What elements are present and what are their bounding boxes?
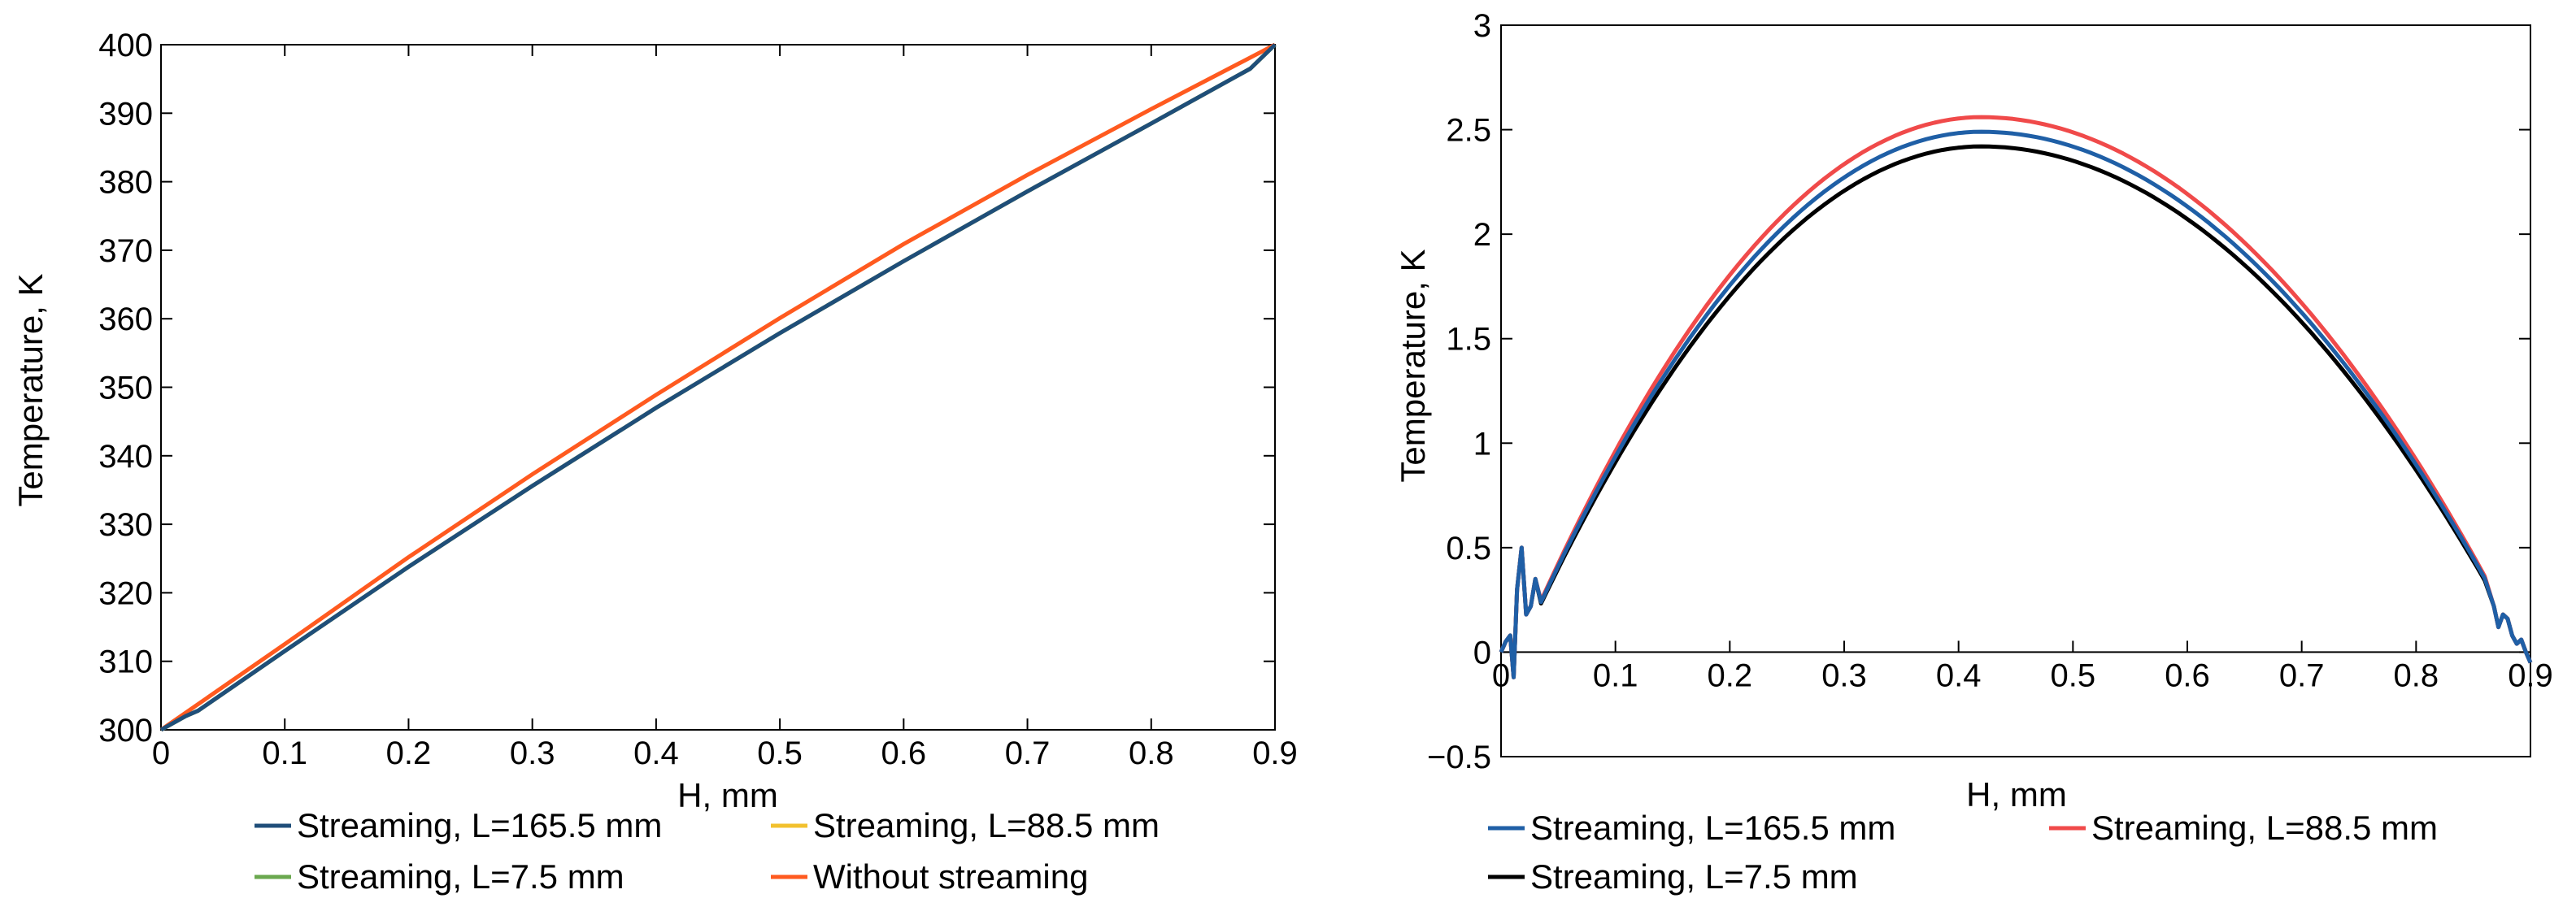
left-x-tick-label: 0.9 — [1252, 736, 1298, 771]
left-legend-label: Streaming, L=7.5 mm — [297, 857, 624, 896]
right-x-tick-label: 0.5 — [2051, 657, 2096, 693]
left-x-tick-label: 0 — [152, 736, 170, 771]
right-series-line-1 — [1499, 115, 2533, 679]
right-x-axis-label: H, mm — [1966, 775, 2067, 814]
right-plot-frame — [1500, 24, 2531, 757]
left-y-tick-label: 340 — [98, 439, 153, 475]
left-y-tick-label: 350 — [98, 371, 153, 406]
right-x-tick-label: 0.1 — [1593, 657, 1638, 693]
left-series — [159, 42, 1277, 732]
right-y-tick-label: 0 — [1473, 635, 1491, 670]
left-legend-label: Streaming, L=165.5 mm — [297, 806, 662, 844]
right-ticks: 0 0.1 0.2 0.3 0.4 0.5 0.6 0.7 0.8 0.9 −0.5 0 0.5 1 1.5… — [1427, 8, 2553, 775]
right-y-tick-label: 2 — [1473, 217, 1491, 253]
left-y-tick-label: 370 — [98, 233, 153, 269]
right-x-tick-label: 0.2 — [1708, 657, 1753, 693]
left-ticks: 0 0.1 0.2 0.3 0.4 0.5 0.6 0.7 0.8 0.9 300 310 320 330… — [98, 28, 1298, 771]
right-series — [1499, 115, 2533, 679]
left-legend-label: Without streaming — [813, 857, 1088, 896]
right-x-tick-label: 0.4 — [1936, 657, 1982, 693]
left-x-tick-label: 0.5 — [757, 736, 803, 771]
left-series-line-3 — [159, 42, 1277, 732]
left-legend: Streaming, L=165.5 mm Streaming, L=88.5 m… — [255, 806, 1160, 896]
right-series-line-2 — [1499, 144, 2533, 679]
left-x-tick-label: 0.8 — [1129, 736, 1174, 771]
left-chart: 0 0.1 0.2 0.3 0.4 0.5 0.6 0.7 0.8 0.9 300 310 320 330… — [11, 28, 1298, 896]
right-series-line-0 — [1499, 129, 2533, 679]
right-legend-label: Streaming, L=88.5 mm — [2091, 809, 2438, 847]
right-x-tick-label: 0.7 — [2279, 657, 2325, 693]
left-y-tick-label: 330 — [98, 507, 153, 543]
right-y-tick-label: 1.5 — [1446, 322, 1491, 358]
left-y-tick-label: 380 — [98, 165, 153, 201]
right-y-tick-label: 3 — [1473, 8, 1491, 44]
right-x-tick-label: 0.9 — [2508, 657, 2553, 693]
right-y-axis-label: Temperature, K — [1394, 249, 1432, 482]
left-x-tick-label: 0.2 — [386, 736, 432, 771]
right-legend-label: Streaming, L=7.5 mm — [1530, 857, 1858, 896]
right-y-tick-label: 2.5 — [1446, 113, 1491, 149]
left-x-tick-label: 0.4 — [633, 736, 679, 771]
right-legend: Streaming, L=165.5 mm Streaming, L=88.5 m… — [1488, 809, 2438, 896]
left-legend-label: Streaming, L=88.5 mm — [813, 806, 1160, 844]
right-x-tick-label: 0.6 — [2165, 657, 2210, 693]
left-y-axis-label: Temperature, K — [11, 273, 50, 506]
left-y-tick-label: 400 — [98, 28, 153, 63]
right-chart: 0 0.1 0.2 0.3 0.4 0.5 0.6 0.7 0.8 0.9 −0.5 0 0.5 1 1.5… — [1394, 8, 2553, 896]
right-y-tick-label: −0.5 — [1427, 740, 1491, 775]
left-x-axis-label: H, mm — [677, 776, 778, 814]
left-x-tick-label: 0.6 — [881, 736, 927, 771]
left-x-tick-label: 0.3 — [510, 736, 555, 771]
left-y-tick-label: 390 — [98, 96, 153, 132]
left-x-tick-label: 0.1 — [262, 736, 307, 771]
left-y-tick-label: 360 — [98, 302, 153, 337]
left-y-tick-label: 300 — [98, 713, 153, 749]
left-y-tick-label: 320 — [98, 575, 153, 611]
left-x-tick-label: 0.7 — [1005, 736, 1051, 771]
right-x-tick-label: 0.8 — [2394, 657, 2439, 693]
right-x-tick-label: 0 — [1492, 657, 1510, 693]
left-series-line-0 — [159, 43, 1277, 732]
right-y-tick-label: 1 — [1473, 426, 1491, 462]
right-y-tick-label: 0.5 — [1446, 531, 1491, 566]
left-y-tick-label: 310 — [98, 644, 153, 680]
right-x-tick-label: 0.3 — [1821, 657, 1867, 693]
right-legend-label: Streaming, L=165.5 mm — [1530, 809, 1895, 847]
